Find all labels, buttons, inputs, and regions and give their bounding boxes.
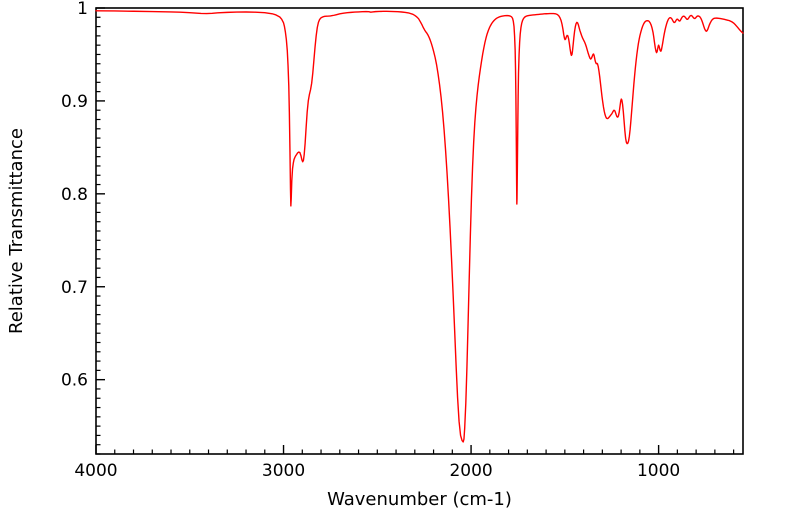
spectrum-line [95,10,744,443]
y-tick-label: 0.7 [61,278,88,298]
plot-frame [95,7,744,455]
x-axis-label: Wavenumber (cm-1) [327,489,512,510]
x-tick-label: 1000 [637,461,680,481]
y-tick-label: 0.6 [61,371,88,391]
y-tick-label: 0.9 [61,92,88,112]
y-tick-label: 1 [77,0,88,19]
x-tick-label: 4000 [74,461,117,481]
x-tick-label: 2000 [449,461,492,481]
y-axis-label: Relative Transmittance [6,128,27,334]
y-tick-label: 0.8 [61,185,88,205]
x-tick-label: 3000 [262,461,305,481]
